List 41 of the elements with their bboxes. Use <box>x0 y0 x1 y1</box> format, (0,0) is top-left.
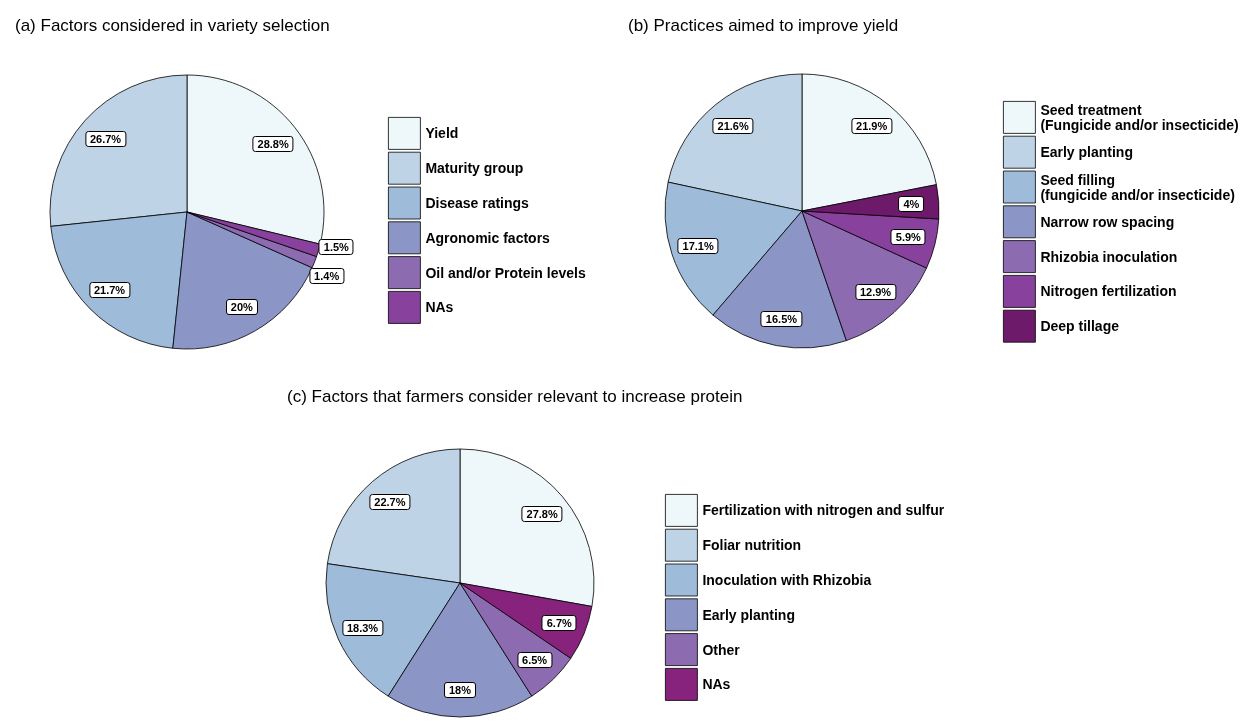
data-label: 1.4% <box>309 267 345 284</box>
data-label: 21.9% <box>851 118 893 135</box>
legend-label: Narrow row spacing <box>1040 213 1175 230</box>
legend-label: Fertilization with nitrogen and sulfur <box>702 502 945 519</box>
legend-label: Agronomic factors <box>425 229 551 246</box>
data-label: 18.3% <box>341 619 384 636</box>
legend-label: Seed treatment (Fungicide and/or insecticide) <box>1040 101 1239 133</box>
chart-title: (c) Factors that farmers consider relevant to increase protein <box>287 387 743 406</box>
data-label: 27.8% <box>521 506 563 523</box>
legend-label: Deep tillage <box>1040 318 1120 335</box>
legend-label: Early planting <box>1040 144 1133 161</box>
legend-label: Rhizobia inoculation <box>1040 248 1178 265</box>
legend-label: Early planting <box>702 606 795 623</box>
chart-title: (a) Factors considered in variety selection <box>15 16 330 35</box>
data-label: 5.9% <box>890 229 926 246</box>
data-label: 1.5% <box>318 239 354 256</box>
data-label: 12.9% <box>854 284 897 301</box>
data-label: 28.8% <box>252 136 294 153</box>
legend-label: Oil and/or Protein levels <box>425 264 586 281</box>
legend-label: Nitrogen fertilization <box>1040 283 1177 300</box>
legend-label: Maturity group <box>425 160 524 177</box>
legend-label: NAs <box>425 299 454 316</box>
legend-label: NAs <box>702 676 731 693</box>
legend-label: Foliar nutrition <box>702 537 802 554</box>
data-label: 26.7% <box>84 130 127 147</box>
chart-title: (b) Practices aimed to improve yield <box>628 16 899 35</box>
data-label: 6.7% <box>541 615 577 632</box>
legend-label: Other <box>702 641 741 658</box>
data-label: 6.5% <box>517 651 553 668</box>
legend-label: Inoculation with Rhizobia <box>702 572 872 588</box>
legend-label: Yield <box>425 125 459 142</box>
data-label: 16.5% <box>760 310 803 327</box>
data-label: 4% <box>898 195 925 212</box>
data-label: 20% <box>225 298 258 315</box>
legend-label: Disease ratings <box>425 195 530 211</box>
data-label: 21.7% <box>88 281 131 298</box>
legend-label: Seed filling (fungicide and/or insecticide) <box>1040 171 1235 203</box>
data-label: 17.1% <box>677 238 719 255</box>
data-label: 22.7% <box>369 493 411 510</box>
data-label: 21.6% <box>712 117 754 134</box>
data-label: 18% <box>443 682 477 699</box>
